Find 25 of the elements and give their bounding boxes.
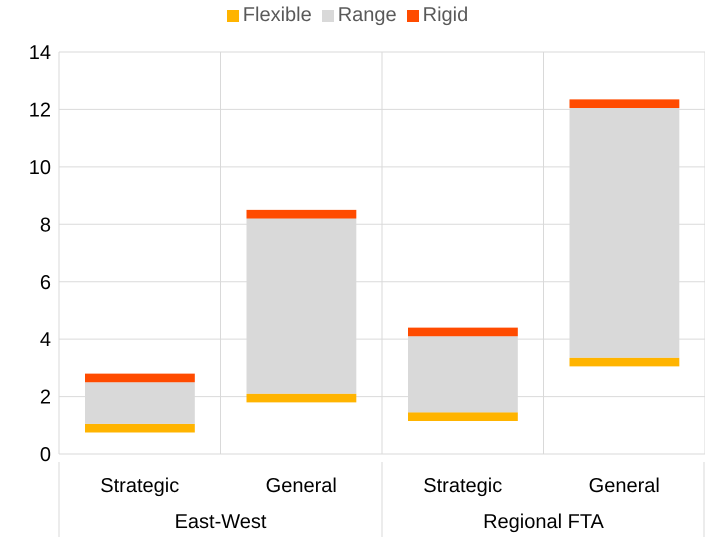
y-tick-label: 4 [40,329,51,352]
x-tick-label: Strategic [423,475,502,497]
x-tick-label: General [266,475,337,497]
bar [408,328,518,336]
y-tick-label: 2 [40,386,51,409]
x-tick-label: General [588,475,660,497]
y-tick-label: 8 [40,214,51,236]
legend-label: Flexible [242,4,312,26]
y-tick-label: 6 [40,272,51,294]
text: East-West [174,511,267,533]
text: Regional FTA [483,511,605,533]
legend-label: Rigid [422,4,468,26]
legend-label: Range [338,4,397,26]
y-tick-label: 0 [40,444,51,466]
x-tick-label: Strategic [100,475,180,497]
bar [570,99,680,108]
bar [570,358,680,366]
y-tick-label: 12 [28,100,51,122]
y-tick-label: 14 [28,42,51,64]
bar [408,412,518,421]
y-tick-label: 10 [28,156,51,179]
bar [85,424,195,432]
bar [246,210,356,219]
bar [246,394,356,402]
bar [85,374,195,382]
